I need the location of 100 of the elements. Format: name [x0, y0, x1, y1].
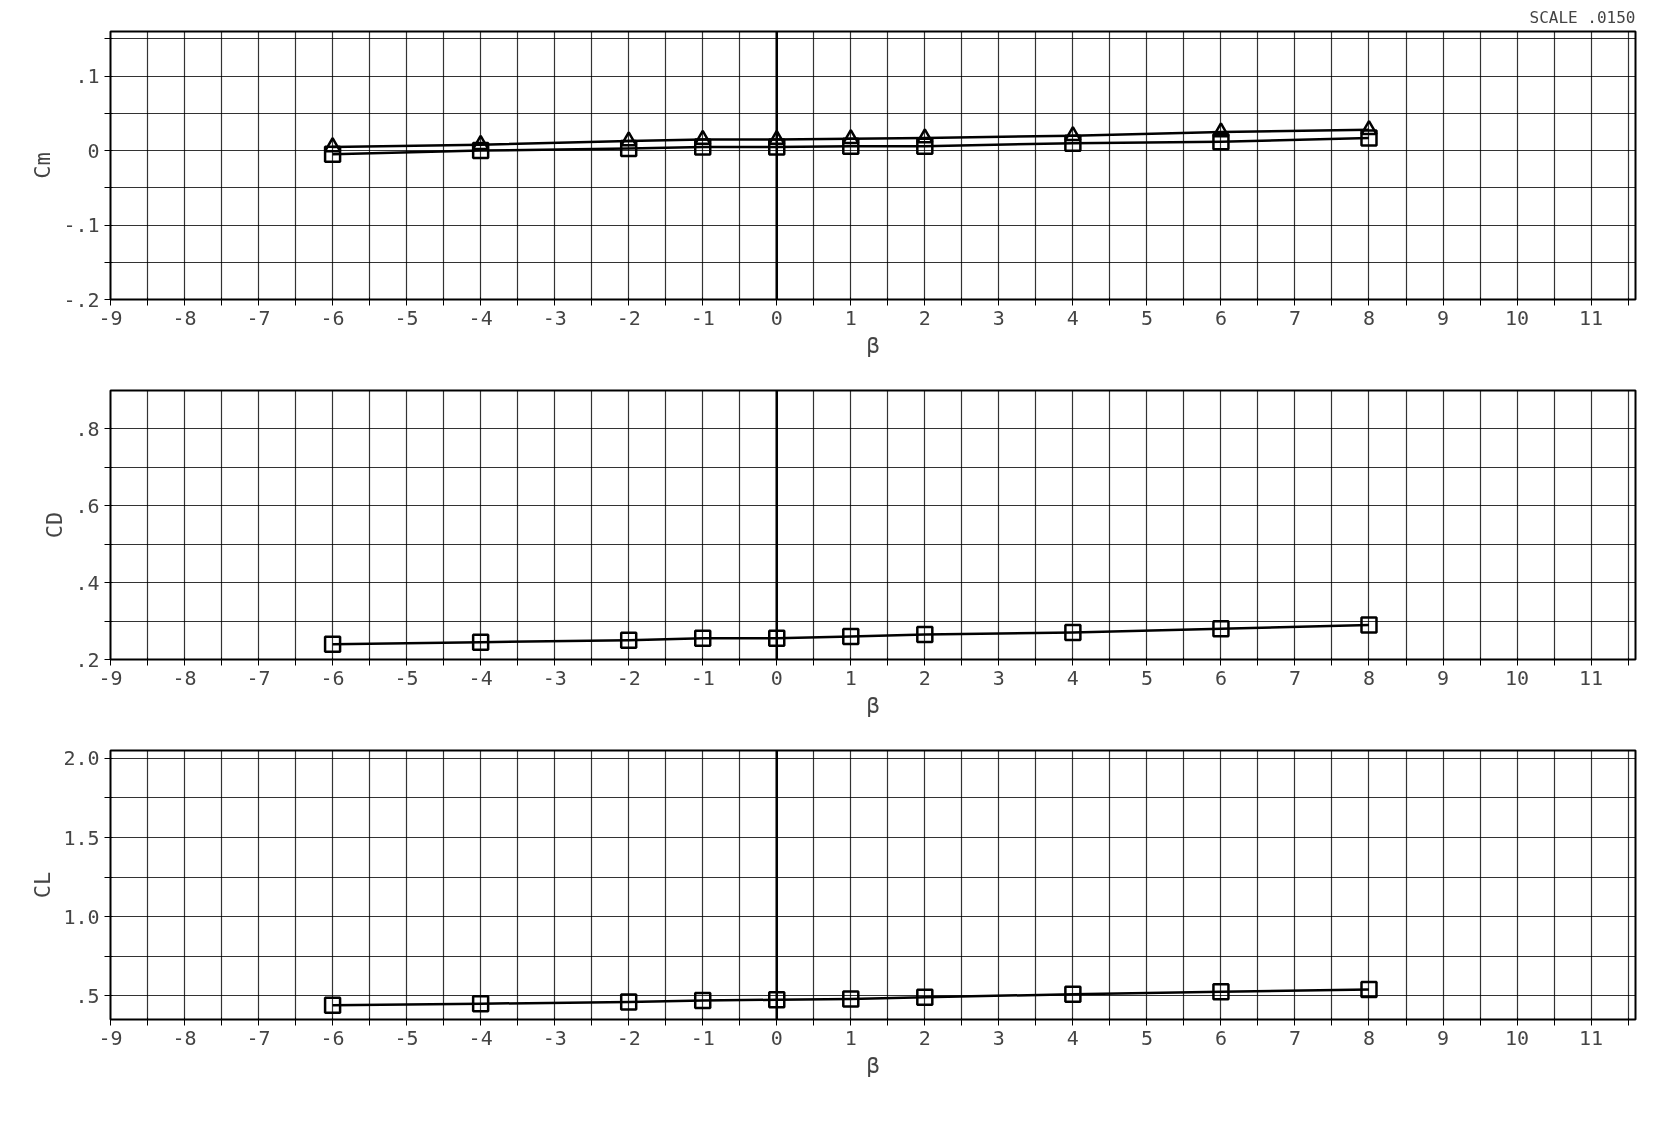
point — [1360, 616, 1378, 634]
x-tick-label: 4 — [1066, 305, 1079, 330]
x-tick-label: 11 — [1579, 1025, 1604, 1050]
x-tick-label: -6 — [320, 1025, 345, 1050]
x-tick-label: 4 — [1066, 665, 1079, 690]
point — [471, 633, 490, 651]
x-tick-label: 5 — [1140, 665, 1153, 690]
x-tick-label: -7 — [246, 305, 271, 330]
point — [619, 993, 638, 1011]
y-axis-title: Cm — [30, 152, 56, 179]
x-tick-label: -4 — [468, 305, 493, 330]
point — [842, 627, 860, 646]
x-tick-label: 4 — [1066, 1025, 1079, 1050]
x-tick-label: -8 — [172, 1025, 197, 1050]
x-tick-label: 5 — [1140, 305, 1153, 330]
point — [323, 635, 342, 653]
x-tick-label: 6 — [1214, 1025, 1227, 1050]
y-tick-label: 2.0 — [63, 746, 100, 771]
x-tick-label: 11 — [1579, 665, 1604, 690]
y-tick-label: .5 — [75, 983, 100, 1008]
x-tick-label: -3 — [542, 1025, 567, 1050]
x-tick-label: 1 — [844, 305, 857, 330]
x-tick-label: 6 — [1214, 305, 1227, 330]
x-tick-label: 0 — [770, 665, 783, 690]
x-tick-label: 8 — [1362, 1025, 1376, 1050]
x-tick-label: 3 — [992, 1025, 1005, 1050]
x-tick-label: 2 — [918, 305, 931, 330]
point — [768, 629, 786, 648]
point — [842, 990, 860, 1008]
x-tick-label: 0 — [770, 305, 783, 330]
x-tick-label: -2 — [616, 665, 641, 690]
point — [768, 990, 786, 1009]
point — [693, 991, 712, 1010]
x-tick-label: 7 — [1288, 305, 1301, 330]
x-tick-label: -9 — [98, 305, 123, 330]
y-tick-label: .8 — [75, 416, 100, 441]
x-tick-label: -7 — [246, 1025, 271, 1050]
x-tick-label: -3 — [542, 665, 567, 690]
x-tick-label: 9 — [1437, 305, 1450, 330]
x-tick-label: -3 — [542, 305, 567, 330]
y-tick-label: -.2 — [63, 287, 100, 312]
point — [1212, 620, 1230, 638]
x-tick-label: -4 — [468, 665, 493, 690]
x-tick-label: -1 — [690, 305, 715, 330]
point — [1064, 623, 1082, 642]
x-tick-label: -5 — [394, 305, 419, 330]
x-tick-label: 9 — [1437, 1025, 1450, 1050]
x-tick-label: -7 — [246, 665, 271, 690]
point — [693, 629, 712, 648]
x-tick-label: 1 — [844, 1025, 857, 1050]
point — [1064, 985, 1082, 1003]
x-tick-label: 2 — [918, 665, 931, 690]
x-tick-label: 9 — [1437, 665, 1450, 690]
x-tick-label: 6 — [1214, 665, 1227, 690]
point — [619, 631, 638, 650]
y-tick-label: 1.0 — [63, 904, 100, 929]
point — [916, 625, 934, 644]
x-tick-label: -2 — [616, 1025, 641, 1050]
y-tick-label: 1.5 — [63, 825, 100, 850]
x-axis-title: β — [866, 692, 880, 718]
point — [323, 996, 342, 1015]
x-tick-label: -9 — [98, 665, 123, 690]
x-axis-title: β — [866, 332, 880, 358]
x-tick-label: 10 — [1505, 1025, 1530, 1050]
x-tick-label: 8 — [1362, 665, 1376, 690]
y-tick-label: .4 — [75, 570, 100, 595]
x-tick-label: 2 — [918, 1025, 931, 1050]
point — [916, 988, 934, 1007]
x-tick-label: 8 — [1362, 305, 1376, 330]
y-axis-title: CD — [42, 511, 68, 539]
x-tick-label: -5 — [394, 1025, 419, 1050]
x-tick-label: -8 — [172, 665, 197, 690]
text: SCALE .0150 — [1529, 7, 1636, 27]
y-tick-label: .6 — [75, 493, 100, 518]
y-tick-label: -.1 — [63, 213, 100, 238]
x-tick-label: 11 — [1579, 305, 1604, 330]
x-tick-label: 0 — [770, 1025, 783, 1050]
point — [1360, 980, 1378, 999]
x-tick-label: 7 — [1288, 665, 1301, 690]
x-tick-label: -9 — [98, 1025, 123, 1050]
x-tick-label: -4 — [468, 1025, 493, 1050]
x-tick-label: -5 — [394, 665, 419, 690]
x-tick-label: -1 — [690, 1025, 715, 1050]
x-tick-label: 10 — [1505, 305, 1530, 330]
y-tick-label: 0 — [87, 138, 100, 163]
y-axis-title: CL — [30, 871, 56, 899]
point — [1212, 983, 1230, 1001]
x-tick-label: 7 — [1288, 1025, 1301, 1050]
point — [471, 994, 490, 1013]
x-tick-label: 3 — [992, 305, 1005, 330]
x-tick-label: 1 — [844, 665, 857, 690]
x-tick-label: -2 — [616, 305, 641, 330]
x-tick-label: -1 — [690, 665, 715, 690]
x-tick-label: -6 — [320, 305, 345, 330]
x-axis-title: β — [866, 1052, 880, 1078]
x-tick-label: 10 — [1505, 665, 1530, 690]
x-tick-label: 3 — [992, 665, 1005, 690]
x-tick-label: 5 — [1140, 1025, 1153, 1050]
y-tick-label: .2 — [75, 647, 100, 672]
y-tick-label: .1 — [75, 64, 100, 89]
